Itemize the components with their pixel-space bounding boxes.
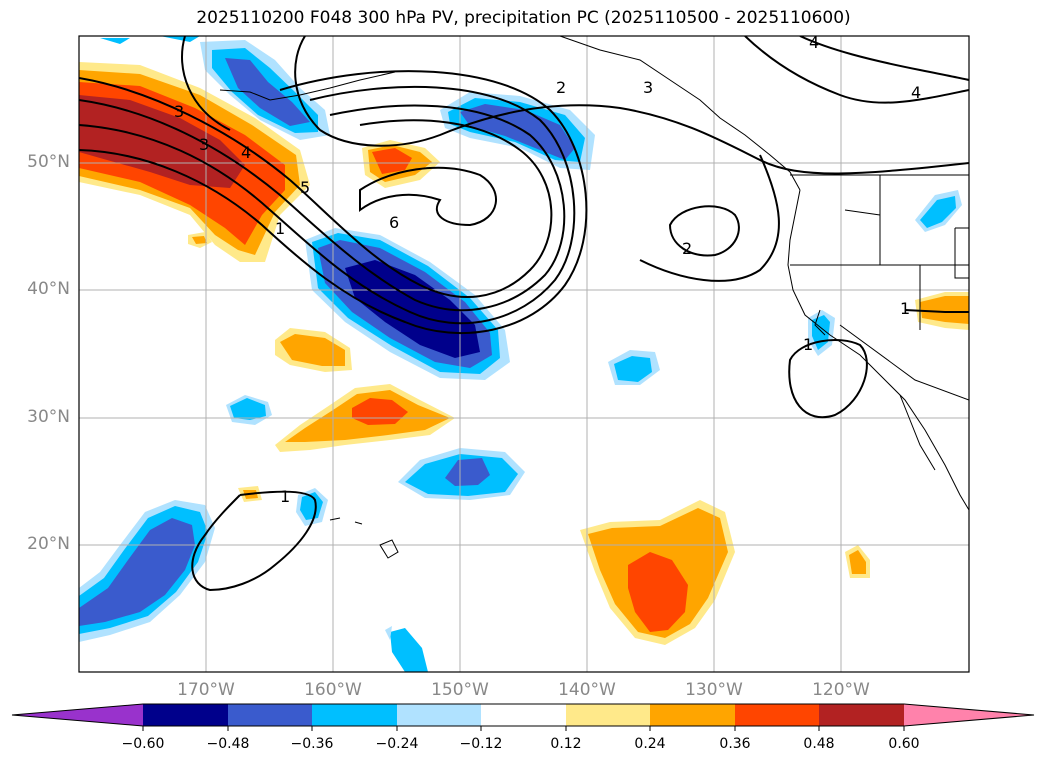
lon-label-170w: 170°W (177, 680, 235, 700)
contour-label: 1 (900, 299, 910, 318)
colorbar-tick: 0.60 (888, 736, 920, 752)
precipitation-fill-layer (79, 36, 969, 672)
colorbar-segment (481, 704, 566, 726)
colorbar-tick: −0.24 (375, 736, 419, 752)
contour-label: 4 (809, 33, 819, 52)
colorbar-segment (312, 704, 397, 726)
contour-label: 3 (643, 78, 653, 97)
coastlines (219, 36, 969, 559)
gridlines (79, 36, 969, 672)
colorbar-segment (650, 704, 735, 726)
lon-label-160w: 160°W (304, 680, 362, 700)
lat-label-50n: 50°N (27, 152, 70, 172)
lon-label-150w: 150°W (431, 680, 489, 700)
precip-neg-aleut-royal (225, 58, 310, 126)
colorbar-tick: −0.36 (290, 736, 334, 752)
lat-label-30n: 30°N (27, 407, 70, 427)
colorbar-segment (735, 704, 819, 726)
lon-label-120w: 120°W (812, 680, 870, 700)
colorbar-tick: −0.48 (206, 736, 250, 752)
precip-pos-nw-darkred (79, 95, 245, 188)
colorbar (11, 703, 1035, 731)
contour-label: 3 (199, 135, 209, 154)
contour-label: 1 (803, 335, 813, 354)
colorbar-tick: 0.24 (634, 736, 666, 752)
colorbar-segment (819, 704, 904, 726)
lat-label-40n: 40°N (27, 279, 70, 299)
contour-label: 1 (280, 487, 290, 506)
colorbar-extend-high (904, 704, 1034, 726)
colorbar-tick: −0.60 (121, 736, 165, 752)
colorbar-segment (143, 704, 228, 726)
contour-labels: 3 3 4 5 1 6 2 4 4 3 2 1 1 1 (174, 33, 921, 506)
contour-label: 4 (911, 83, 921, 102)
colorbar-tick: 0.48 (803, 736, 835, 752)
colorbar-segment (228, 704, 312, 726)
contour-label: 2 (556, 78, 566, 97)
colorbar-tick: −0.12 (459, 736, 503, 752)
contour-label: 5 (300, 178, 310, 197)
colorbar-segment (566, 704, 650, 726)
colorbar-tick: 0.12 (550, 736, 582, 752)
colorbar-tick: 0.36 (719, 736, 751, 752)
map-frame (78, 35, 970, 673)
colorbar-segment (397, 704, 481, 726)
contour-label: 3 (174, 102, 184, 121)
contour-label: 1 (275, 219, 285, 238)
contour-label: 6 (389, 213, 399, 232)
map-title: 2025110200 F048 300 hPa PV, precipitatio… (196, 8, 851, 28)
contour-label: 4 (241, 143, 251, 162)
colorbar-extend-low (12, 704, 143, 726)
lon-label-130w: 130°W (685, 680, 743, 700)
contour-label: 2 (682, 239, 692, 258)
lat-label-20n: 20°N (27, 534, 70, 554)
lon-label-140w: 140°W (558, 680, 616, 700)
pv-contours (79, 36, 969, 592)
